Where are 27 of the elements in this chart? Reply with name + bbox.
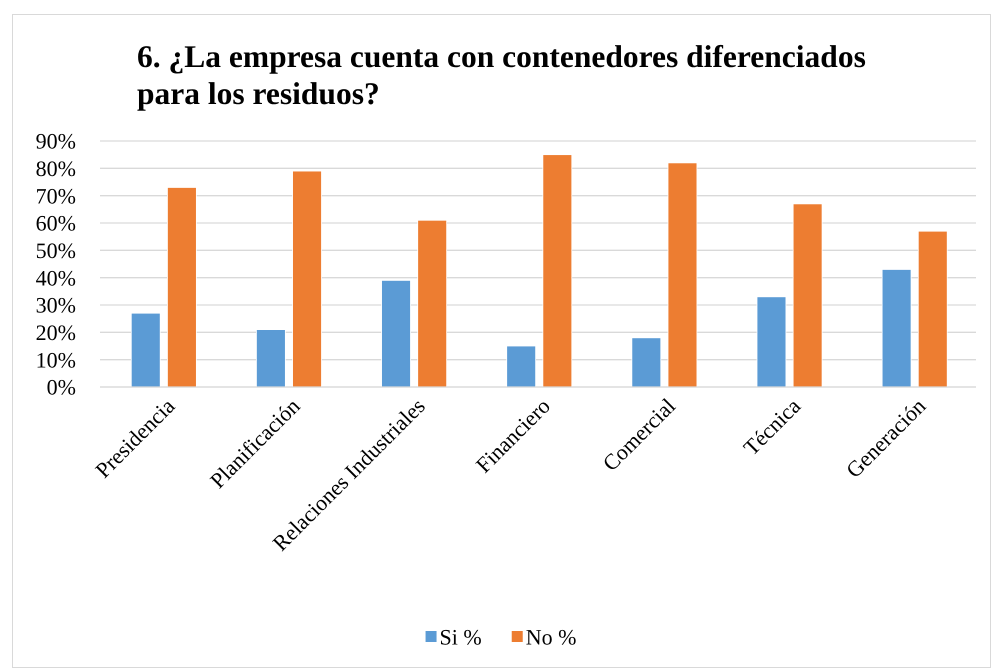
y-tick-label: 60% bbox=[36, 210, 76, 236]
y-tick-label: 90% bbox=[36, 128, 76, 154]
bar bbox=[256, 329, 286, 388]
y-tick-label: 10% bbox=[36, 347, 76, 372]
bar bbox=[506, 346, 536, 388]
bar bbox=[542, 154, 572, 388]
legend-label: No % bbox=[526, 624, 576, 650]
bar bbox=[417, 220, 448, 388]
legend-label: Si % bbox=[440, 624, 482, 650]
y-tick-label: 50% bbox=[36, 238, 76, 264]
bar bbox=[756, 296, 786, 388]
y-tick-label: 20% bbox=[36, 320, 76, 346]
bar bbox=[292, 170, 322, 388]
bar bbox=[668, 162, 698, 388]
y-tick-label: 40% bbox=[36, 265, 76, 290]
y-tick-label: 70% bbox=[36, 183, 76, 208]
y-tick-label: 80% bbox=[36, 156, 76, 182]
bar bbox=[631, 337, 662, 388]
bar bbox=[792, 203, 822, 388]
bar bbox=[918, 230, 948, 388]
y-tick-label: 30% bbox=[36, 292, 76, 318]
chart-title: 6. ¿La empresa cuenta con contenedores diferenciados para los residuos? bbox=[137, 39, 866, 111]
y-tick-label: 0% bbox=[46, 374, 76, 400]
bar bbox=[882, 269, 912, 388]
bar bbox=[130, 312, 161, 388]
bar bbox=[381, 280, 411, 388]
bar bbox=[167, 187, 197, 388]
